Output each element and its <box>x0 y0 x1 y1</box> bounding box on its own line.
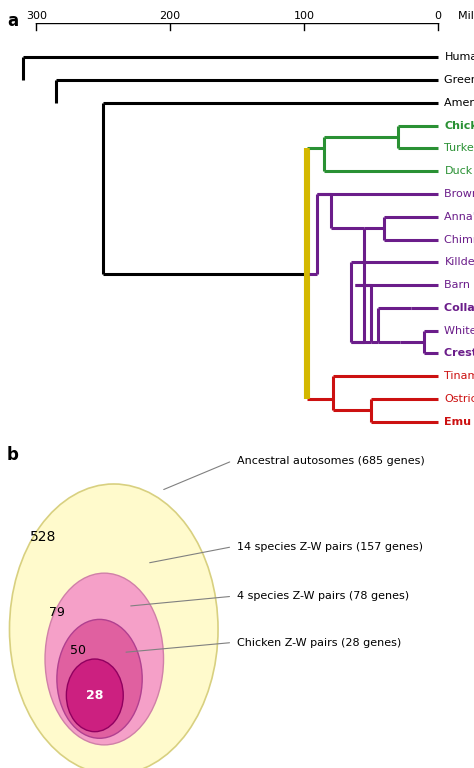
Text: Chicken Z-W pairs (28 genes): Chicken Z-W pairs (28 genes) <box>237 637 401 647</box>
Text: a: a <box>7 12 18 29</box>
Text: Million Years Ago: Million Years Ago <box>458 11 474 21</box>
Text: Emu: Emu <box>445 417 472 427</box>
Ellipse shape <box>45 573 164 745</box>
Text: Collared flycatcher: Collared flycatcher <box>445 303 474 313</box>
Text: Tinamou: Tinamou <box>445 371 474 381</box>
Text: 50: 50 <box>70 644 86 657</box>
Text: 528: 528 <box>29 530 56 544</box>
Text: Ancestral autosomes (685 genes): Ancestral autosomes (685 genes) <box>237 456 425 466</box>
Text: American alligator: American alligator <box>445 98 474 108</box>
Text: 100: 100 <box>293 11 314 21</box>
Ellipse shape <box>66 659 123 732</box>
Text: Chicken: Chicken <box>445 121 474 131</box>
Text: Brown mesite: Brown mesite <box>445 189 474 199</box>
Text: 200: 200 <box>160 11 181 21</box>
Text: Duck: Duck <box>445 166 473 176</box>
Text: b: b <box>7 446 19 464</box>
Text: 4 species Z-W pairs (78 genes): 4 species Z-W pairs (78 genes) <box>237 591 409 601</box>
Text: 28: 28 <box>86 689 103 702</box>
Text: Crested ibis: Crested ibis <box>445 349 474 359</box>
Text: Chimney swift: Chimney swift <box>445 234 474 244</box>
Text: White-tailed tropicbird: White-tailed tropicbird <box>445 326 474 336</box>
Text: 79: 79 <box>49 606 65 619</box>
Text: Killdeer: Killdeer <box>445 257 474 267</box>
Ellipse shape <box>57 619 142 738</box>
Text: Human: Human <box>445 52 474 62</box>
Text: Barn owl: Barn owl <box>445 280 474 290</box>
Text: Anna's hummingbird: Anna's hummingbird <box>445 212 474 222</box>
Text: Turkey: Turkey <box>445 144 474 154</box>
Text: Ostrich: Ostrich <box>445 394 474 404</box>
Text: Green anole lizard: Green anole lizard <box>445 75 474 85</box>
Text: 14 species Z-W pairs (157 genes): 14 species Z-W pairs (157 genes) <box>237 541 423 551</box>
Ellipse shape <box>9 484 218 768</box>
Text: 300: 300 <box>26 11 47 21</box>
Text: 0: 0 <box>434 11 441 21</box>
